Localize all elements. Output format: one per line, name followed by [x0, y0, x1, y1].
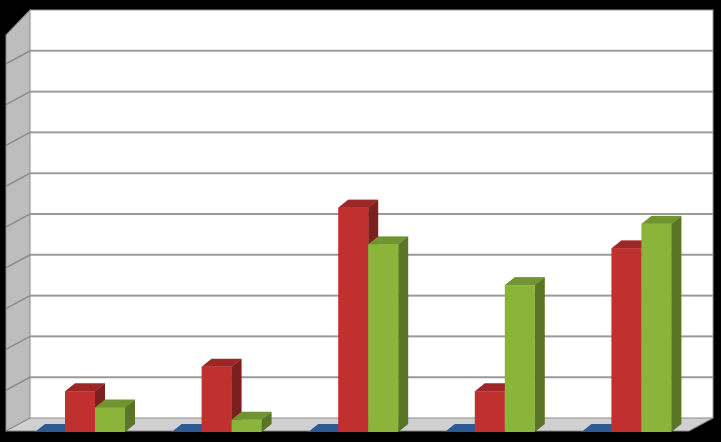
bar-front-face: [368, 244, 399, 432]
bar-front-face: [611, 248, 642, 432]
bar-front-face: [474, 391, 505, 432]
bar-front-face: [65, 391, 95, 432]
bar-top-face: [201, 358, 242, 367]
side-gridline: [5, 254, 31, 269]
bar-1-1: [201, 358, 242, 432]
bar-2-1: [231, 411, 272, 432]
bar-front-face: [504, 285, 535, 432]
side-gridline: [5, 335, 31, 351]
bar-front-face: [95, 407, 125, 432]
bar-side-face: [125, 399, 135, 432]
side-gridline: [5, 376, 31, 391]
bar-top-face: [338, 199, 379, 208]
bar-side-face: [534, 277, 545, 432]
side-gridline: [5, 131, 31, 147]
bar-side-face: [671, 215, 682, 432]
bar-front-face: [231, 419, 262, 432]
bar-top-face: [95, 399, 135, 408]
bar-top-face: [368, 236, 409, 245]
side-gridline: [5, 50, 31, 65]
side-gridline: [5, 90, 31, 106]
bar-top-face: [504, 277, 545, 286]
bar-2-0: [95, 399, 135, 432]
bar-2-3: [504, 277, 545, 432]
bar-side-face: [398, 236, 409, 432]
bars: [35, 199, 682, 432]
bar-top-face: [641, 215, 682, 224]
bar-front-face: [201, 366, 232, 432]
bar-front-face: [641, 223, 672, 432]
bar-top-face: [65, 383, 105, 392]
bar-top-face: [231, 411, 272, 420]
side-gridline: [5, 213, 31, 228]
bar-2-4: [641, 215, 682, 432]
side-gridline: [5, 294, 31, 310]
side-gridline: [5, 172, 31, 187]
bar-side-face: [231, 358, 242, 432]
bar-front-face: [338, 207, 369, 432]
bar-side-face: [261, 411, 272, 432]
bar-2-2: [368, 236, 409, 432]
